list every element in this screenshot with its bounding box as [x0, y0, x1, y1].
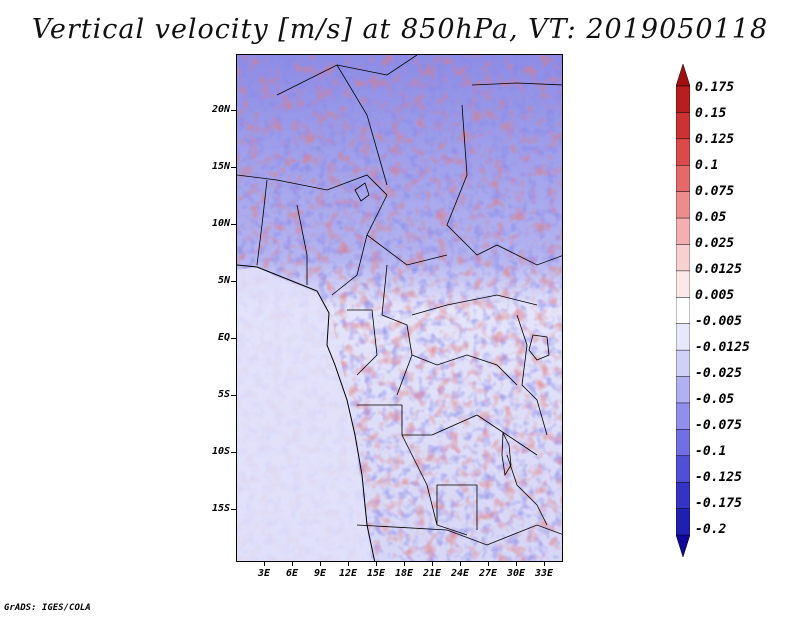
lon-label: 21E: [422, 568, 442, 579]
colorbar-label: 0.15: [695, 106, 727, 121]
colorbar-arrow-top: [676, 64, 690, 87]
lon-label: 24E: [450, 568, 470, 579]
colorbar-segment: [676, 376, 690, 404]
lon-label: 9E: [313, 568, 327, 579]
lake-victoria: [528, 334, 550, 361]
lon-tick: [376, 562, 377, 566]
colorbar-segment: [676, 164, 690, 193]
colorbar-segment: [676, 112, 690, 140]
velocity-map[interactable]: [236, 54, 563, 562]
lake-chad: [354, 182, 370, 202]
colorbar-segment: [676, 191, 690, 219]
lat-tick: [231, 509, 236, 510]
map-title: Vertical velocity [m/s] at 850hPa, VT: 2…: [31, 14, 769, 45]
colorbar-segment: [676, 429, 690, 457]
lat-tick: [231, 224, 236, 225]
lon-tick: [432, 562, 433, 566]
lat-label: 10N: [211, 218, 230, 229]
colorbar-segment: [676, 508, 690, 536]
lon-label: 12E: [338, 568, 358, 579]
lon-label: 15E: [366, 568, 386, 579]
colorbar-label: 0.0125: [695, 262, 742, 277]
colorbar-label: -0.005: [695, 314, 742, 329]
lat-tick: [231, 452, 236, 453]
lon-tick: [320, 562, 321, 566]
lat-label: 5N: [217, 275, 230, 286]
colorbar-segment: [676, 481, 690, 510]
coastline: [237, 264, 376, 561]
colorbar-label: -0.125: [695, 470, 742, 485]
lon-label: 33E: [534, 568, 554, 579]
lon-tick: [292, 562, 293, 566]
colorbar-label: 0.175: [695, 80, 735, 95]
lon-tick: [460, 562, 461, 566]
lon-tick: [516, 562, 517, 566]
colorbar-label: 0.05: [695, 210, 727, 225]
lat-tick: [231, 338, 236, 339]
colorbar-segment: [676, 323, 690, 351]
lat-label: 20N: [211, 104, 230, 115]
colorbar-label: -0.175: [695, 496, 742, 511]
colorbar-segment: [676, 138, 690, 166]
colorbar-label: -0.0125: [695, 340, 750, 355]
colorbar-label: -0.075: [695, 418, 742, 433]
colorbar-segment: [676, 402, 690, 431]
colorbar-label: -0.025: [695, 366, 742, 381]
lat-tick: [231, 395, 236, 396]
colorbar-label: 0.125: [695, 132, 735, 147]
lat-label: 10S: [211, 446, 230, 457]
colorbar-segment: [676, 270, 690, 299]
colorbar-segment: [676, 217, 690, 246]
credit-text: GrADS: IGES/COLA: [4, 603, 91, 613]
lat-tick: [231, 110, 236, 111]
ocean-area: [237, 267, 372, 561]
colorbar-label: -0.05: [695, 392, 735, 407]
colorbar-label: -0.2: [695, 522, 727, 537]
colorbar-segment: [676, 455, 690, 483]
lon-tick: [264, 562, 265, 566]
lon-label: 6E: [285, 568, 299, 579]
colorbar-label: 0.075: [695, 184, 735, 199]
colorbar-segment: [676, 244, 690, 272]
lat-label: 5S: [217, 389, 230, 400]
colorbar-arrow-bottom: [676, 534, 690, 557]
lon-tick: [404, 562, 405, 566]
colorbar-label: 0.1: [695, 158, 719, 173]
lon-tick: [348, 562, 349, 566]
lake-tanganyika: [501, 431, 512, 477]
lon-label: 30E: [506, 568, 526, 579]
lon-label: 18E: [394, 568, 414, 579]
lon-tick: [488, 562, 489, 566]
colorbar-label: 0.025: [695, 236, 735, 251]
colorbar-label: -0.1: [695, 444, 727, 459]
lon-label: 3E: [257, 568, 271, 579]
colorbar-label: 0.005: [695, 288, 735, 303]
velocity-field: [237, 55, 562, 561]
lat-label: 15S: [211, 503, 230, 514]
lat-tick: [231, 281, 236, 282]
lat-label: EQ: [217, 332, 230, 343]
colorbar: [676, 64, 690, 557]
lon-label: 27E: [478, 568, 498, 579]
lat-label: 15N: [211, 161, 230, 172]
colorbar-segment: [676, 85, 690, 114]
colorbar-segment: [676, 349, 690, 378]
colorbar-segment: [676, 297, 690, 325]
lat-tick: [231, 167, 236, 168]
country-borders: [237, 55, 562, 546]
lon-tick: [544, 562, 545, 566]
